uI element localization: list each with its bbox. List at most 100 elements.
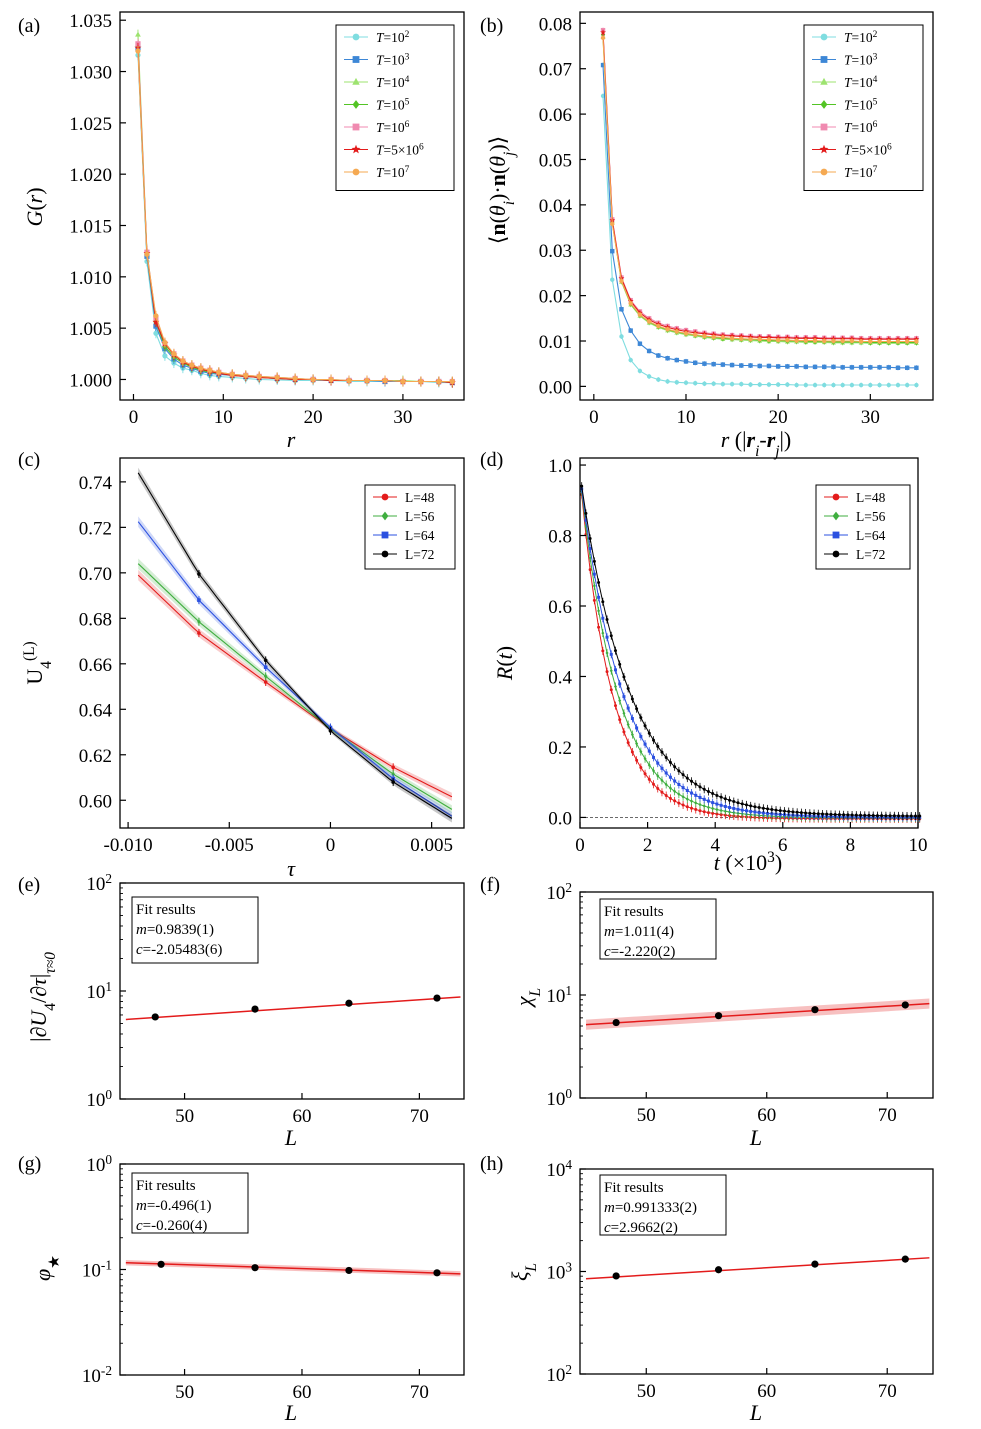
data-point <box>630 732 634 737</box>
x-axis-label: L <box>749 1125 762 1150</box>
data-point <box>774 808 778 812</box>
y-tick-label: 101 <box>86 979 112 1004</box>
legend-label: T=5×106 <box>844 143 892 158</box>
data-point <box>728 810 732 814</box>
y-axis-label: |∂U4/∂τ|τ≈0 <box>26 952 59 1042</box>
data-point <box>794 338 799 343</box>
data-point <box>674 357 679 363</box>
y-tick-label: 102 <box>546 880 572 905</box>
x-axis-label: τ <box>287 856 296 881</box>
data-point <box>619 307 624 312</box>
data-point <box>674 380 679 385</box>
data-point <box>274 374 280 381</box>
data-point <box>609 688 613 692</box>
fit-results-box <box>599 1174 727 1236</box>
data-point <box>162 339 168 346</box>
data-point <box>744 803 748 807</box>
legend-label: T=107 <box>844 165 878 180</box>
fit-title: Fit results <box>604 1180 664 1196</box>
data-point <box>748 336 753 342</box>
data-point <box>711 792 715 796</box>
data-point <box>761 806 765 810</box>
data-point <box>588 536 592 540</box>
data-point <box>849 338 855 344</box>
data-point <box>637 341 643 346</box>
data-point <box>694 782 698 786</box>
data-point <box>656 323 661 329</box>
data-point <box>622 695 626 699</box>
legend-marker <box>820 168 828 176</box>
data-point <box>787 810 791 814</box>
x-tick-label: 4 <box>710 835 720 856</box>
data-point <box>840 338 845 344</box>
fit-band <box>138 569 452 801</box>
x-tick-label: 6 <box>778 835 788 856</box>
data-point <box>775 364 781 369</box>
data-point <box>592 583 596 588</box>
data-point <box>719 813 723 817</box>
data-point <box>694 793 698 797</box>
legend-marker <box>819 144 829 154</box>
data-point <box>901 814 905 818</box>
y-tick-label: 0.01 <box>539 332 572 353</box>
data-point <box>728 798 732 802</box>
data-point <box>812 338 818 343</box>
data-point <box>811 1260 819 1268</box>
x-tick-label: 10 <box>214 407 233 428</box>
x-tick-label: -0.010 <box>104 835 153 856</box>
data-point <box>830 335 837 342</box>
x-axis-label: L <box>284 1400 297 1425</box>
data-point <box>748 363 753 368</box>
data-point <box>345 999 353 1007</box>
y-tick-label: 100 <box>86 1152 112 1177</box>
data-point <box>766 337 772 342</box>
data-point <box>681 773 685 777</box>
data-point <box>715 793 719 797</box>
data-point <box>794 382 799 388</box>
data-point <box>391 765 395 770</box>
data-point <box>668 796 672 800</box>
data-point <box>698 802 702 807</box>
data-point <box>433 1269 441 1277</box>
data-point <box>328 729 333 733</box>
data-point <box>619 334 624 339</box>
x-tick-label: 2 <box>643 835 653 856</box>
data-point <box>877 339 882 344</box>
plot-frame <box>579 457 919 829</box>
data-point <box>895 339 901 344</box>
data-point <box>775 334 782 341</box>
data-point <box>690 806 694 810</box>
data-point <box>729 336 735 341</box>
legend-marker <box>820 100 828 109</box>
data-point <box>610 248 615 254</box>
data-point <box>833 812 837 816</box>
data-point <box>652 738 656 742</box>
data-point <box>685 788 689 792</box>
data-point <box>868 382 873 388</box>
fit-intercept: c=-0.260(4) <box>136 1218 207 1234</box>
panel-b: 0 10 20 30 0.00 0.01 0.02 0.03 0.04 0.05 0.06 0.07 0… <box>480 11 934 460</box>
x-tick-label: 0 <box>589 407 599 428</box>
data-point <box>613 668 617 672</box>
data-point <box>643 724 647 728</box>
data-point <box>901 1255 909 1263</box>
x-axis-label: t (×103) <box>714 849 782 876</box>
data-point <box>849 365 855 370</box>
y-tick-label: 0.64 <box>79 700 113 721</box>
x-tick-label: 60 <box>292 1106 311 1127</box>
fit-line <box>125 996 461 1021</box>
data-point <box>867 813 871 817</box>
data-point <box>740 808 744 812</box>
y-tick-label: 0.62 <box>79 746 112 767</box>
data-point <box>263 665 268 670</box>
data-point <box>914 339 919 344</box>
panel-tag: (a) <box>18 15 40 37</box>
data-point <box>829 812 833 816</box>
data-point <box>702 810 706 814</box>
data-point <box>888 814 892 818</box>
data-point <box>812 335 818 341</box>
data-point <box>683 359 689 364</box>
data-point <box>858 339 864 344</box>
data-point <box>729 332 735 339</box>
y-tick-label: 0.00 <box>539 377 572 398</box>
